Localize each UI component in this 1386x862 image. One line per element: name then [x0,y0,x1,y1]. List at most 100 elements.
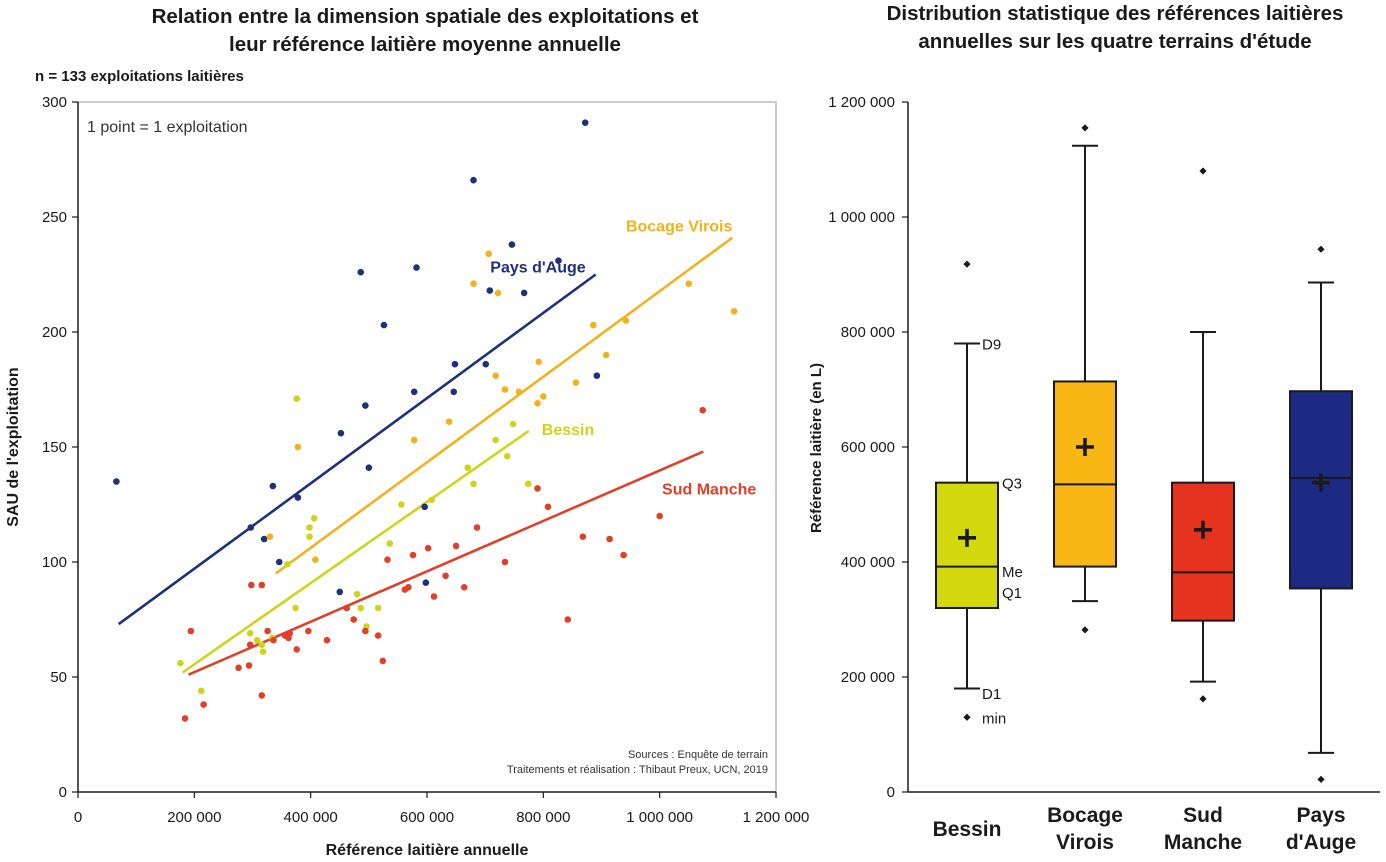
category-label-line: Pays [1296,804,1345,827]
trend-line [181,429,530,674]
min-point [963,713,971,721]
scatter-point [384,556,391,563]
box-y-tick-label: 1 000 000 [828,209,895,226]
scatter-point [292,604,299,612]
scatter-point [445,418,453,426]
box-y-tick-label: 400 000 [841,554,895,571]
scatter-point [294,443,302,451]
mean-marker [1076,438,1094,456]
scatter-point [337,429,345,437]
scatter-point [572,379,580,386]
scatter-point [442,572,449,580]
scatter-point [450,388,458,396]
scatter-point [181,715,189,722]
category-label: Bessin [933,818,1002,841]
scatter-point [357,268,364,276]
max-point [1317,245,1325,253]
scatter-point [386,540,394,547]
trend-line [274,236,734,575]
category-label: Bocage Virois [1047,804,1123,854]
category-label: Sud Manche [1164,804,1242,854]
x-tick-group: 0 200 000 400 000 600 000 800 000 1 000 000 1 … [74,792,809,826]
scatter-point [699,406,707,414]
trend-label: Sud Manche [662,482,756,499]
scatter-point [266,533,274,540]
trend-label: Pays d'Auge [490,260,585,277]
scatter-point [685,280,693,288]
scatter-point [508,241,516,248]
scatter-point [534,485,541,492]
scatter-point [248,581,255,589]
scatter-point [410,388,418,396]
scatter-point [620,551,627,559]
box-key-labels: D9 Q3 Me Q1 D1 min [982,337,1023,728]
scatter-point [310,515,318,522]
category-label-line: d'Auge [1286,831,1356,854]
scatter-chart: Relation entre la dimension spatiale des… [5,5,809,859]
category-label-line: Virois [1056,831,1114,854]
scatter-point [509,420,517,428]
y-axis-label: SAU de l'exploitation [5,367,22,526]
scatter-point [260,535,268,543]
scatter-point [247,524,255,531]
scatter-point [306,524,313,531]
y-tick-label: 300 [42,94,67,111]
min-point [1199,695,1207,703]
mean-marker [1194,520,1212,539]
scatter-point [470,480,477,488]
scatter-point [460,584,468,591]
box-y-tick-label: 600 000 [841,439,895,456]
scatter-point [470,176,477,184]
y-tick-label: 150 [42,439,67,456]
box-y-tick-group: 0 200 000 400 000 600 000 800 000 1 000 000 1 … [828,94,908,801]
scatter-point [555,257,562,265]
scatter-point [323,636,331,644]
scatter-point [515,388,523,396]
key-label-d1: D1 [982,686,1001,703]
scatter-point [428,496,435,504]
scatter-point [602,351,610,359]
scatter-point [581,119,589,126]
y-tick-label: 0 [59,784,67,801]
scatter-point [286,630,294,637]
scatter-point [540,393,547,400]
scatter-point [524,480,532,488]
scatter-point [245,662,253,669]
scatter-point [374,632,382,639]
scatter-point [534,400,541,407]
source-line-1: Sources : Enquête de terrain [628,749,768,761]
x-tick-label: 200 000 [167,809,221,826]
box-y-tick-label: 1 200 000 [828,94,895,111]
scatter-point [312,556,319,563]
scatter-point [579,533,587,540]
scatter-point [520,289,528,297]
scatter-point [353,590,361,598]
box-y-axis-label: Référence laitière (en L) [808,363,825,533]
box-iqr [1053,380,1117,568]
y-tick-group: 0 50 100 150 200 250 300 [42,94,78,801]
x-tick-label: 400 000 [284,809,338,826]
key-label-q1: Q1 [1002,585,1022,602]
boxes [935,124,1353,783]
min-point [1081,626,1089,634]
key-label-q3: Q3 [1002,476,1022,493]
scatter-point [379,657,387,665]
scatter-point [486,287,494,294]
scatter-point [482,360,490,368]
scatter-point [464,464,472,472]
key-label-min: min [982,710,1006,727]
scatter-point [424,544,432,552]
scatter-point [544,503,552,511]
x-tick-label: 600 000 [400,809,454,826]
scatter-point [362,627,369,635]
scatter-point [473,524,481,531]
scatter-point [293,646,301,653]
category-label-line: Bessin [933,818,1002,841]
box-y-tick-label: 0 [887,784,895,801]
scatter-point [200,701,207,708]
scatter-point [177,659,184,667]
source-line-2: Traitements et réalisation : Thibaut Pre… [507,764,768,776]
y-tick-label: 50 [50,669,67,686]
max-point [1081,124,1089,132]
scatter-title-line2: leur référence laitière moyenne annuelle [229,33,621,56]
